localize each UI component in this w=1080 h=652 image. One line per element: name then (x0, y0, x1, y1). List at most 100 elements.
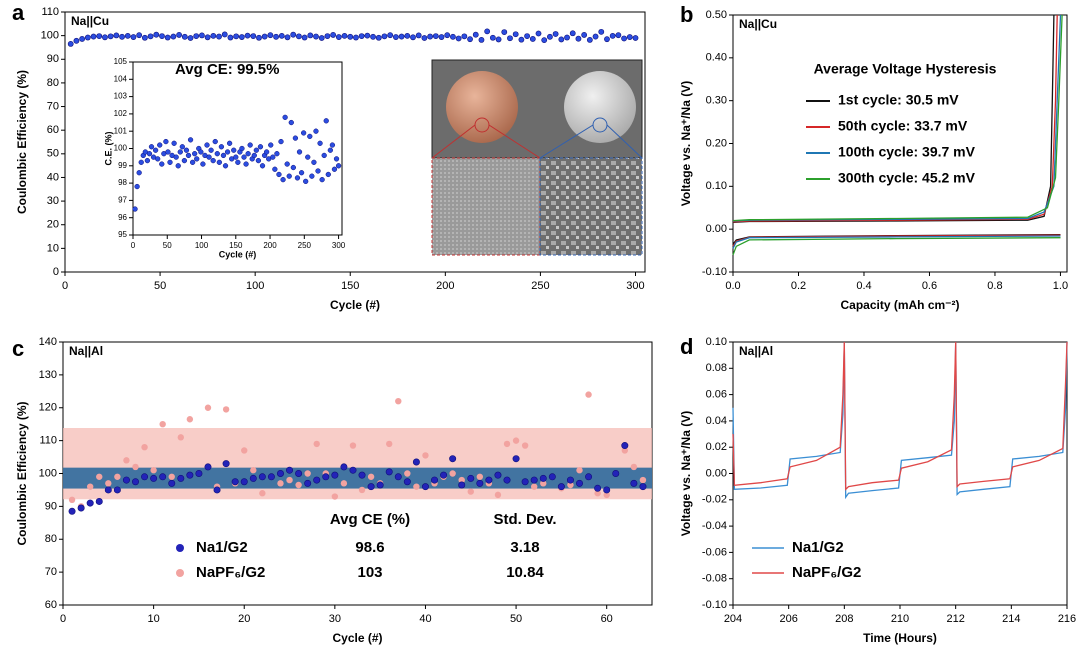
data-point (193, 33, 200, 40)
y-tick-label: 0.30 (706, 95, 727, 107)
data-point (141, 444, 148, 451)
data-point (273, 33, 279, 40)
y-tick-label: 80 (47, 77, 59, 89)
data-point (432, 33, 439, 40)
data-point (594, 490, 601, 497)
sem-copper (431, 157, 541, 256)
data-point (147, 33, 154, 40)
inset-point (255, 157, 262, 164)
data-point (240, 478, 248, 486)
data-point (79, 36, 86, 42)
x-tick-label: 0.6 (922, 280, 937, 292)
data-point (168, 473, 175, 480)
data-point (632, 35, 639, 41)
data-point (286, 476, 293, 484)
data-point (256, 34, 262, 41)
data-point (639, 483, 647, 491)
legend-marker (176, 544, 184, 552)
data-point (340, 463, 348, 471)
inset-point (148, 144, 155, 150)
inset-point (288, 119, 294, 126)
table-cell: 103 (357, 564, 382, 581)
x-tick-label: 40 (419, 613, 431, 625)
inset-point (220, 152, 227, 159)
x-tick-label: 0 (62, 280, 68, 292)
inset-point (329, 142, 336, 148)
zoom-line (431, 124, 476, 159)
data-point (222, 460, 230, 468)
data-point (277, 480, 284, 487)
data-point (313, 33, 319, 40)
y-tick-label: 0.20 (706, 137, 727, 149)
data-point (231, 478, 239, 486)
data-point (177, 474, 185, 482)
data-point (609, 32, 616, 39)
inset-point (315, 168, 321, 174)
data-point (455, 35, 462, 42)
data-point (576, 467, 583, 474)
data-point (367, 473, 375, 480)
data-point (518, 36, 525, 43)
x-tick-label: 50 (163, 241, 172, 250)
data-point (284, 34, 291, 41)
data-point (566, 476, 574, 484)
data-point (164, 34, 171, 41)
data-point (113, 32, 120, 39)
y-tick-label: 100 (41, 30, 59, 42)
y-tick-label: 0.06 (706, 389, 727, 401)
y-tick-label: 40 (47, 171, 59, 183)
data-point (107, 33, 114, 40)
zoom-line (539, 124, 594, 159)
data-point (364, 32, 371, 39)
data-point (478, 36, 485, 43)
x-tick-label: 0 (60, 613, 66, 625)
data-point (131, 478, 139, 486)
inset-point (263, 149, 270, 155)
y-tick-label: 30 (47, 195, 59, 207)
data-point (307, 32, 314, 39)
inset-point (268, 142, 274, 148)
data-point (258, 473, 266, 481)
data-point (114, 473, 121, 480)
data-point (386, 440, 393, 448)
data-point (233, 33, 240, 40)
y-tick-label: 98 (118, 178, 127, 187)
data-point (358, 486, 366, 494)
inset-point (204, 142, 210, 148)
inset-point (185, 152, 192, 159)
data-point (392, 34, 399, 40)
x-axis-label: Cycle (#) (330, 298, 380, 312)
inset-point (309, 173, 315, 179)
legend-marker (176, 569, 184, 577)
data-point (86, 483, 94, 490)
inset-point (317, 140, 323, 146)
data-point (136, 32, 143, 39)
y-axis-label: Voltage vs. Na⁺/Na (V) (679, 81, 693, 206)
data-point (181, 33, 188, 40)
inset-point (200, 161, 206, 167)
data-point (476, 479, 484, 487)
y-tick-label: 20 (47, 219, 59, 231)
data-point (168, 479, 176, 487)
data-point (427, 33, 434, 40)
data-point (484, 28, 491, 35)
legend-label: Na1/G2 (792, 539, 844, 556)
data-point (621, 35, 627, 42)
data-point (503, 476, 511, 484)
data-point (159, 473, 167, 481)
inset-point (189, 159, 196, 165)
data-point (630, 463, 638, 471)
data-point (330, 32, 337, 38)
data-point (449, 470, 456, 477)
data-point (68, 496, 76, 503)
inset-point (165, 149, 171, 155)
data-point (489, 34, 496, 41)
x-tick-label: 300 (332, 241, 346, 250)
data-point (186, 471, 194, 479)
table-cell: 98.6 (355, 539, 384, 556)
data-point (376, 481, 384, 489)
y-tick-label: 140 (39, 336, 57, 348)
data-point (86, 499, 94, 507)
inset-point (146, 151, 153, 157)
